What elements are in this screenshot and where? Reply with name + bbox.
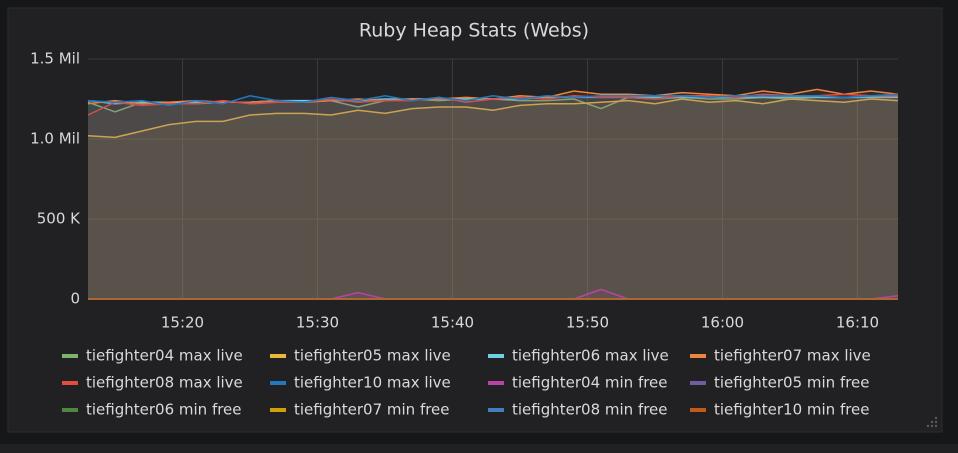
legend-label: tiefighter06 max live	[512, 347, 669, 365]
series-line	[87, 98, 899, 139]
legend-swatch	[270, 354, 286, 358]
legend-swatch	[62, 408, 78, 412]
legend-label: tiefighter07 min free	[294, 401, 450, 419]
legend-label: tiefighter06 min free	[86, 401, 242, 419]
legend-label: tiefighter07 max live	[714, 347, 871, 365]
series-area	[88, 89, 898, 300]
legend-label: tiefighter10 min free	[714, 401, 870, 419]
legend-swatch	[690, 408, 706, 412]
x-tick-label: 15:30	[296, 314, 339, 332]
legend-swatch	[488, 408, 504, 412]
resize-handle[interactable]	[926, 416, 938, 428]
y-tick-label: 500 K	[37, 210, 81, 228]
x-tick-label: 16:00	[701, 314, 744, 332]
legend-label: tiefighter08 max live	[86, 374, 243, 392]
legend-swatch	[690, 354, 706, 358]
y-tick-label: 1.0 Mil	[30, 130, 80, 148]
x-tick-label: 16:10	[836, 314, 879, 332]
series-area	[88, 94, 898, 299]
legend-label: tiefighter10 max live	[294, 374, 451, 392]
series-area	[88, 94, 898, 299]
legend-swatch	[488, 381, 504, 385]
x-tick-label: 15:50	[566, 314, 609, 332]
y-tick-label: 0	[70, 290, 80, 308]
y-tick-label: 1.5 Mil	[30, 50, 80, 68]
series-area	[88, 99, 898, 299]
x-tick-label: 15:40	[431, 314, 474, 332]
next-panel	[0, 444, 958, 453]
legend-label: tiefighter05 max live	[294, 347, 451, 365]
legend-swatch	[270, 408, 286, 412]
series-line	[87, 93, 898, 116]
legend-swatch	[62, 354, 78, 358]
legend-swatch	[270, 381, 286, 385]
panel	[7, 7, 943, 433]
legend-swatch	[62, 381, 78, 385]
x-tick-label: 15:20	[161, 314, 204, 332]
series-line	[87, 93, 899, 107]
chart-title: Ruby Heap Stats (Webs)	[359, 20, 589, 42]
legend-label: tiefighter04 min free	[512, 374, 668, 392]
series-area	[88, 97, 898, 300]
legend-swatch	[690, 381, 706, 385]
legend-label: tiefighter05 min free	[714, 374, 870, 392]
legend-label: tiefighter08 min free	[512, 401, 668, 419]
legend-label: tiefighter04 max live	[86, 347, 243, 365]
legend-swatch	[488, 354, 504, 358]
series-area	[88, 97, 898, 300]
